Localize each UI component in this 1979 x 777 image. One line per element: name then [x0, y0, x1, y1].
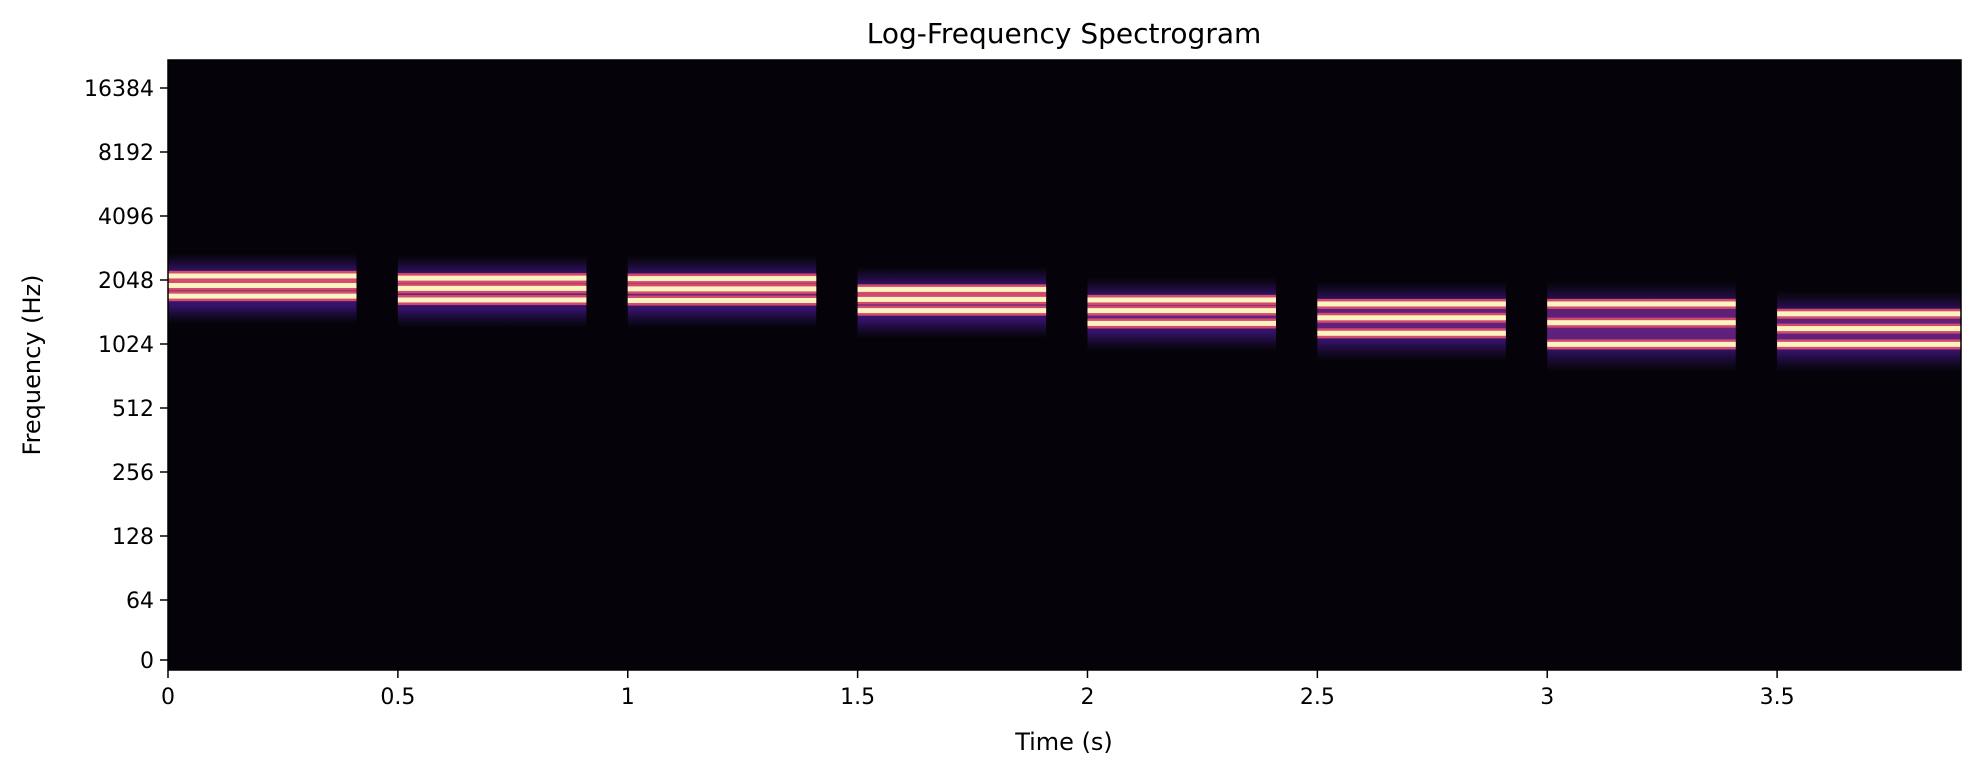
x-tick-label: 1	[621, 685, 635, 710]
harmonic-line	[168, 293, 357, 299]
harmonic-line	[1777, 341, 1961, 347]
harmonic-line	[397, 285, 587, 291]
harmonic-line	[1547, 341, 1736, 347]
note-4	[857, 266, 1047, 339]
harmonic-line	[1317, 301, 1506, 307]
y-axis-label: Frequency (Hz)	[18, 275, 46, 456]
x-tick-label: 2.5	[1300, 685, 1335, 710]
harmonic-line	[1317, 315, 1506, 321]
harmonic-line	[397, 297, 587, 303]
y-axis: 0 64 128 256 512 1024 2048 4096 8192 16384	[84, 77, 168, 674]
y-tick-label: 8192	[98, 141, 154, 166]
note-6	[1317, 281, 1506, 361]
x-axis: 0 0.5 1 1.5 2 2.5 3 3.5	[161, 670, 1795, 710]
spectrogram-notes	[168, 253, 1961, 373]
harmonic-line	[1317, 330, 1506, 336]
note-5	[1087, 277, 1276, 352]
y-tick-label: 512	[112, 397, 154, 422]
harmonic-line	[397, 275, 587, 281]
note-3	[627, 255, 817, 329]
x-tick-label: 3	[1540, 685, 1554, 710]
harmonic-line	[1777, 311, 1961, 317]
x-tick-label: 3.5	[1760, 685, 1795, 710]
harmonic-line	[627, 286, 817, 292]
harmonic-line	[627, 298, 817, 304]
y-tick-label: 64	[126, 589, 154, 614]
harmonic-line	[1087, 320, 1276, 326]
harmonic-line	[1547, 320, 1736, 326]
y-tick-label: 2048	[98, 269, 154, 294]
harmonic-line	[168, 282, 357, 288]
note-1	[168, 253, 357, 324]
chart-title: Log-Frequency Spectrogram	[867, 17, 1262, 50]
y-tick-label: 1024	[98, 333, 154, 358]
y-tick-label: 0	[140, 649, 154, 674]
x-tick-label: 1.5	[840, 685, 875, 710]
harmonic-line	[857, 308, 1047, 314]
x-tick-label: 2	[1080, 685, 1094, 710]
harmonic-line	[1777, 326, 1961, 332]
plot-frame	[167, 59, 1962, 671]
note-2	[397, 255, 587, 328]
harmonic-line	[857, 286, 1047, 292]
harmonic-line	[627, 276, 817, 282]
note-7	[1547, 281, 1736, 373]
y-tick-label: 256	[112, 461, 154, 486]
harmonic-line	[1087, 297, 1276, 303]
harmonic-line	[168, 273, 357, 279]
y-tick-label: 128	[112, 525, 154, 550]
y-tick-label: 4096	[98, 205, 154, 230]
x-tick-label: 0	[161, 685, 175, 710]
harmonic-line	[1087, 308, 1276, 314]
y-tick-label: 16384	[84, 77, 154, 102]
note-8	[1777, 291, 1961, 373]
harmonic-line	[1547, 301, 1736, 307]
x-tick-label: 0.5	[380, 685, 415, 710]
x-axis-label: Time (s)	[1014, 728, 1113, 756]
harmonic-line	[857, 296, 1047, 302]
